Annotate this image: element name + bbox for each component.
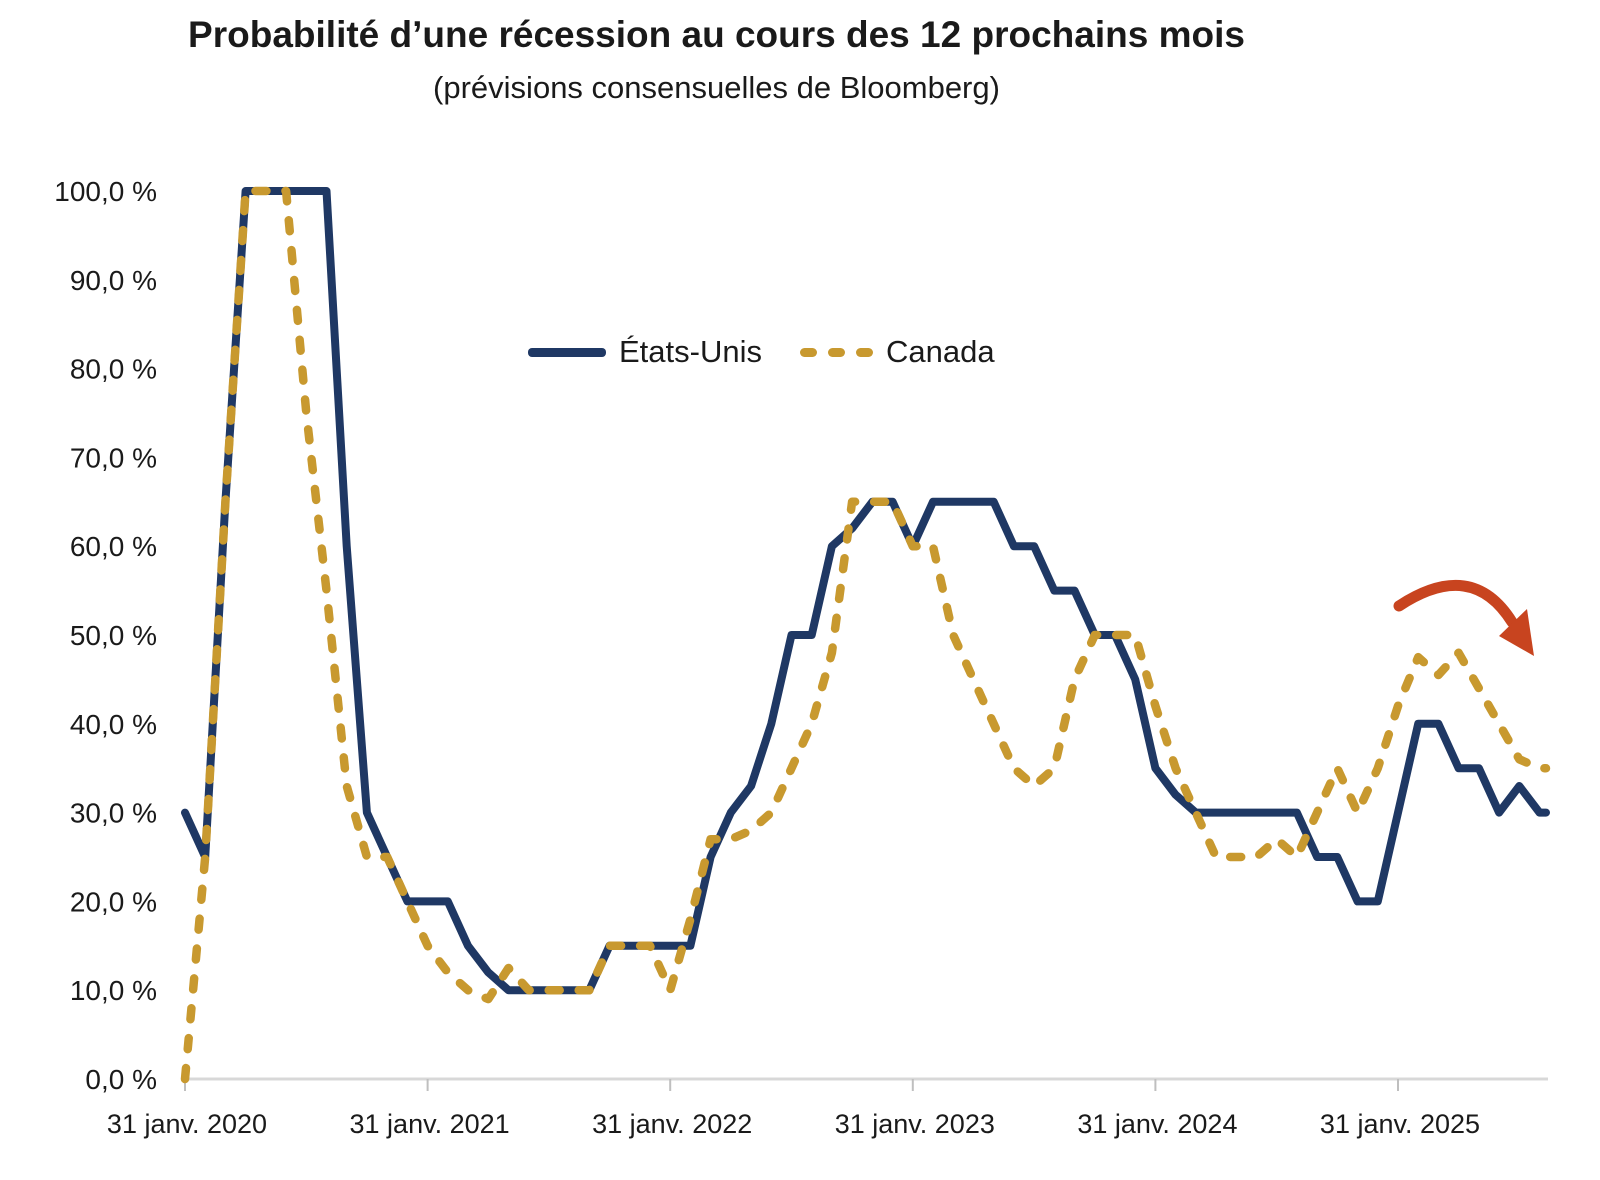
x-tick-label: 31 janv. 2024 [1077,1109,1237,1139]
y-tick-label: 70,0 % [70,442,157,473]
y-tick-label: 50,0 % [70,620,157,651]
us-line-swatch [528,347,606,357]
legend-label-canada: Canada [885,334,995,369]
chart-title: Probabilité d’une récession au cours des… [188,14,1245,55]
canada-line [180,186,1551,1084]
legend-entry-canada: Canada [799,334,995,370]
decline-arrow-shaft [1393,580,1518,628]
legend: États-Unis Canada [528,331,995,373]
chart-subtitle: (prévisions consensuelles de Bloomberg) [433,70,1000,105]
y-tick-label: 20,0 % [70,886,157,917]
us-line [181,187,1550,995]
x-tick-label: 31 janv. 2025 [1320,1109,1480,1139]
legend-entry-etats-unis: États-Unis [528,334,762,370]
decline-arrow-head [1499,609,1534,656]
x-tick-label: 31 janv. 2021 [350,1109,510,1139]
y-tick-label: 0,0 % [85,1064,157,1095]
y-tick-label: 60,0 % [70,531,157,562]
y-tick-label: 30,0 % [70,798,157,829]
y-tick-label: 40,0 % [70,709,157,740]
x-tick-label: 31 janv. 2020 [107,1109,267,1139]
canada-line-swatch [799,347,873,357]
y-tick-label: 90,0 % [70,265,157,296]
y-tick-label: 80,0 % [70,354,157,385]
x-tick-label: 31 janv. 2023 [835,1109,995,1139]
legend-label-etats-unis: États-Unis [619,334,762,369]
y-tick-label: 10,0 % [70,975,157,1006]
y-tick-label: 100,0 % [54,176,157,207]
x-tick-label: 31 janv. 2022 [592,1109,752,1139]
